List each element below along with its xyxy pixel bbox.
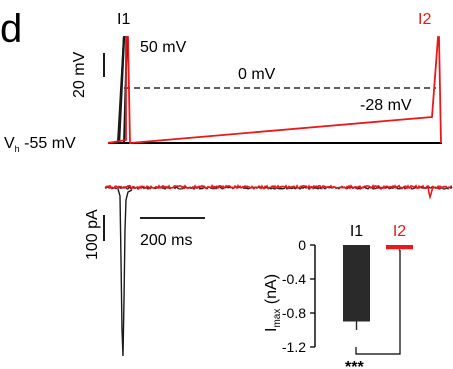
category-label-i2: I2 [393, 223, 406, 240]
i2-current-trace [104, 183, 453, 200]
label-50mv: 50 mV [140, 39, 187, 56]
category-label-i1: I1 [350, 223, 363, 240]
current-traces: 100 pA 200 ms [84, 183, 453, 357]
label-holding-potential: Vh -55 mV [4, 135, 76, 154]
significance-bracket [355, 250, 401, 355]
y-tick-label: -1.2 [282, 339, 306, 355]
label-ramp-end: -28 mV [360, 97, 412, 114]
label-i1: I1 [117, 11, 130, 28]
i2-ramp-protocol [107, 36, 442, 144]
label-i2: I2 [418, 11, 431, 28]
significance-marker: *** [345, 359, 364, 369]
label-0mv: 0 mV [238, 66, 276, 83]
bar-i1 [343, 245, 370, 322]
time-scale-bar-label: 200 ms [140, 232, 192, 249]
y-tick-label: 0 [298, 237, 306, 253]
i1-step-edge [117, 36, 126, 144]
panel-letter: d [0, 7, 22, 51]
y-tick-label: -0.4 [282, 271, 306, 287]
y-ticks: 0 -0.4 -0.8 -1.2 [282, 237, 315, 355]
current-scale-bar-label: 100 pA [84, 209, 101, 260]
imax-bar-chart: 0 -0.4 -0.8 -1.2 I1 I2 Imax (nA) *** [263, 223, 413, 369]
voltage-scale-bar-label: 20 mV [71, 51, 88, 98]
category-labels: I1 I2 [350, 223, 406, 240]
i1-inward-current-transient [117, 188, 133, 357]
bar-i2 [386, 245, 413, 250]
voltage-protocol: 20 mV I1 I2 50 mV 0 mV -28 mV Vh -55 mV [4, 11, 442, 154]
y-axis-label: Imax (nA) [263, 274, 283, 332]
bars [343, 245, 413, 330]
y-tick-label: -0.8 [282, 305, 306, 321]
